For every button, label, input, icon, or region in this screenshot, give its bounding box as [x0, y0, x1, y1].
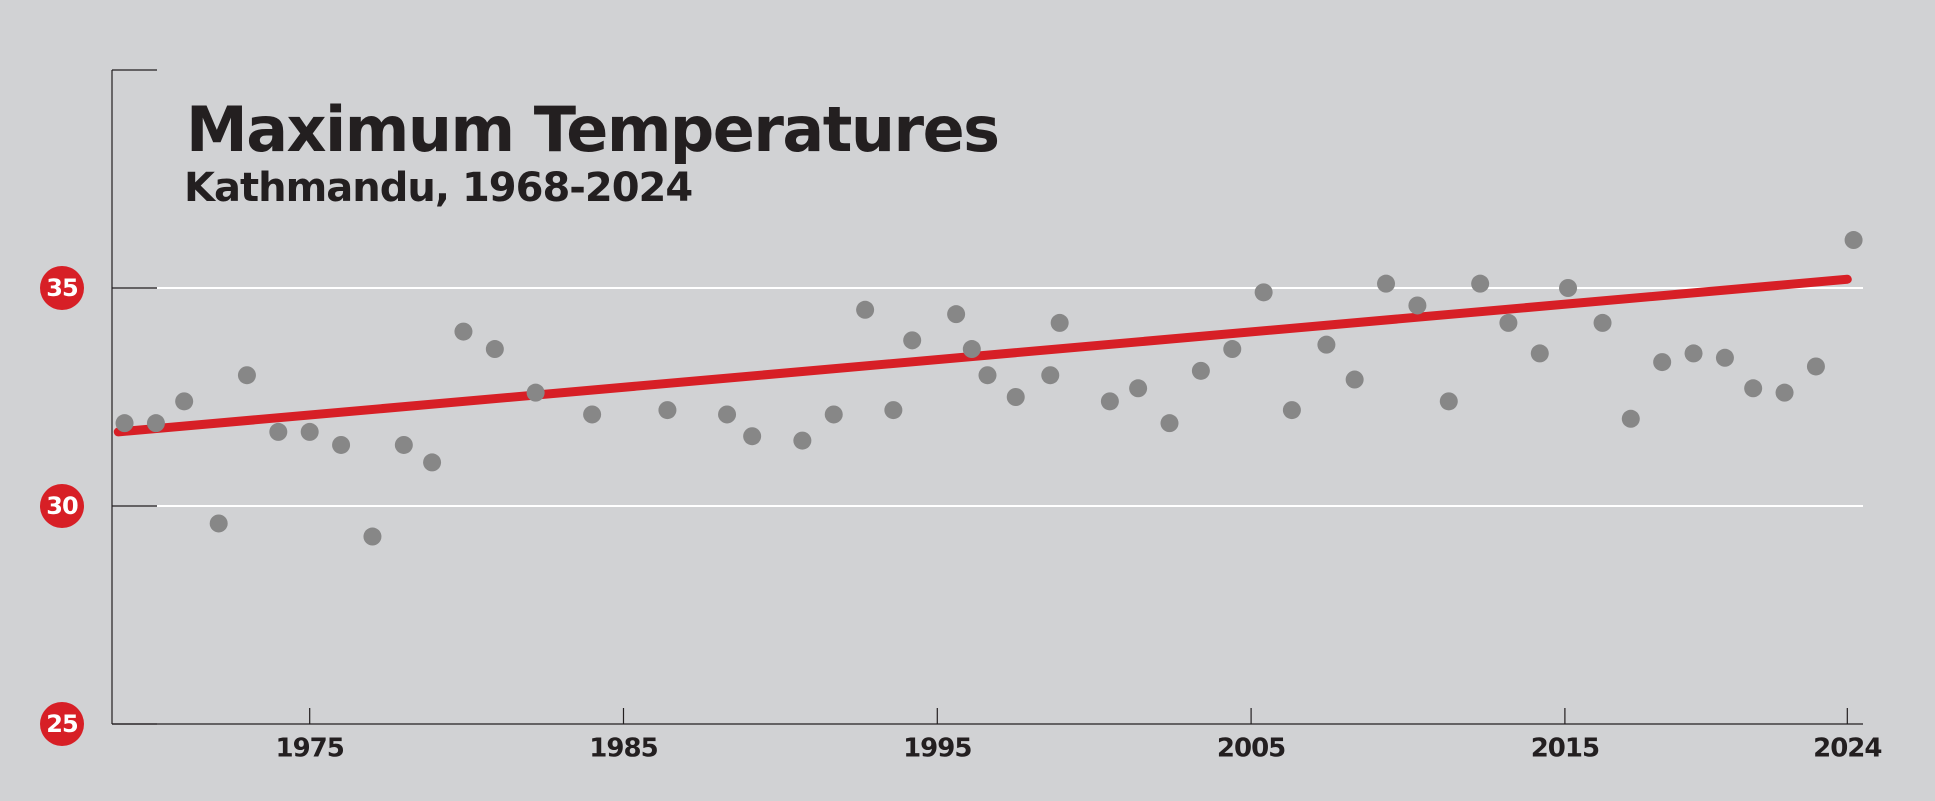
y-tick-label: 30: [46, 492, 78, 520]
data-point: [332, 435, 351, 454]
x-tick-label: 2015: [1531, 734, 1599, 764]
data-point: [743, 427, 762, 446]
data-point: [115, 414, 134, 433]
x-tick-label: 1975: [276, 734, 344, 764]
data-point: [1653, 353, 1672, 372]
data-point: [1160, 414, 1179, 433]
data-point: [1530, 344, 1549, 363]
data-point: [485, 340, 504, 359]
y-tick-badge: [40, 266, 84, 310]
data-point: [1621, 409, 1640, 428]
x-tick-label: 1995: [903, 734, 971, 764]
data-point: [718, 405, 737, 424]
data-point: [175, 392, 194, 411]
data-point: [1223, 340, 1242, 359]
x-tick-label: 2024: [1813, 734, 1881, 764]
data-point: [658, 401, 677, 420]
data-point: [1377, 274, 1396, 293]
x-tick-label: 2005: [1217, 734, 1285, 764]
data-point: [1471, 274, 1490, 293]
y-tick-label: 25: [46, 710, 78, 738]
data-point: [884, 401, 903, 420]
trend-line: [113, 274, 1852, 437]
data-point: [1715, 348, 1734, 367]
data-point: [1844, 231, 1863, 250]
data-point: [1317, 335, 1336, 354]
data-point: [300, 422, 319, 441]
data-point: [962, 340, 981, 359]
data-point: [1345, 370, 1364, 389]
data-point: [423, 453, 442, 472]
data-point: [1775, 383, 1794, 402]
data-point: [1254, 283, 1273, 302]
data-point: [1499, 313, 1518, 332]
chart-subtitle: Kathmandu, 1968-2024: [184, 165, 692, 211]
data-point: [1050, 313, 1069, 332]
data-point: [1806, 357, 1825, 376]
data-point: [237, 366, 256, 385]
data-point: [1593, 313, 1612, 332]
data-point: [1559, 279, 1578, 297]
y-tick-label: 35: [46, 274, 78, 302]
y-tick-badge: [40, 484, 84, 528]
data-point: [363, 527, 382, 546]
data-point: [1191, 361, 1210, 380]
data-point: [824, 405, 843, 424]
data-point: [1744, 379, 1763, 398]
data-point: [1100, 392, 1119, 411]
data-point: [947, 305, 966, 324]
data-point: [793, 431, 812, 450]
y-tick-badge: [40, 702, 84, 746]
data-point: [1439, 392, 1458, 411]
data-point: [1408, 296, 1427, 315]
data-point: [269, 422, 288, 441]
data-point: [1041, 366, 1060, 385]
data-point: [1684, 344, 1703, 363]
data-point: [394, 435, 413, 454]
chart-title: Maximum Temperatures: [186, 93, 999, 166]
data-point: [903, 331, 922, 350]
data-point: [1006, 388, 1025, 406]
data-point: [583, 405, 602, 424]
data-point: [1282, 401, 1301, 420]
data-point: [526, 383, 545, 402]
data-point: [454, 322, 473, 341]
data-point: [978, 366, 997, 385]
data-point: [1129, 379, 1148, 398]
data-point: [209, 514, 228, 533]
data-point: [856, 300, 875, 319]
data-point: [146, 414, 165, 433]
x-tick-label: 1985: [589, 734, 657, 764]
